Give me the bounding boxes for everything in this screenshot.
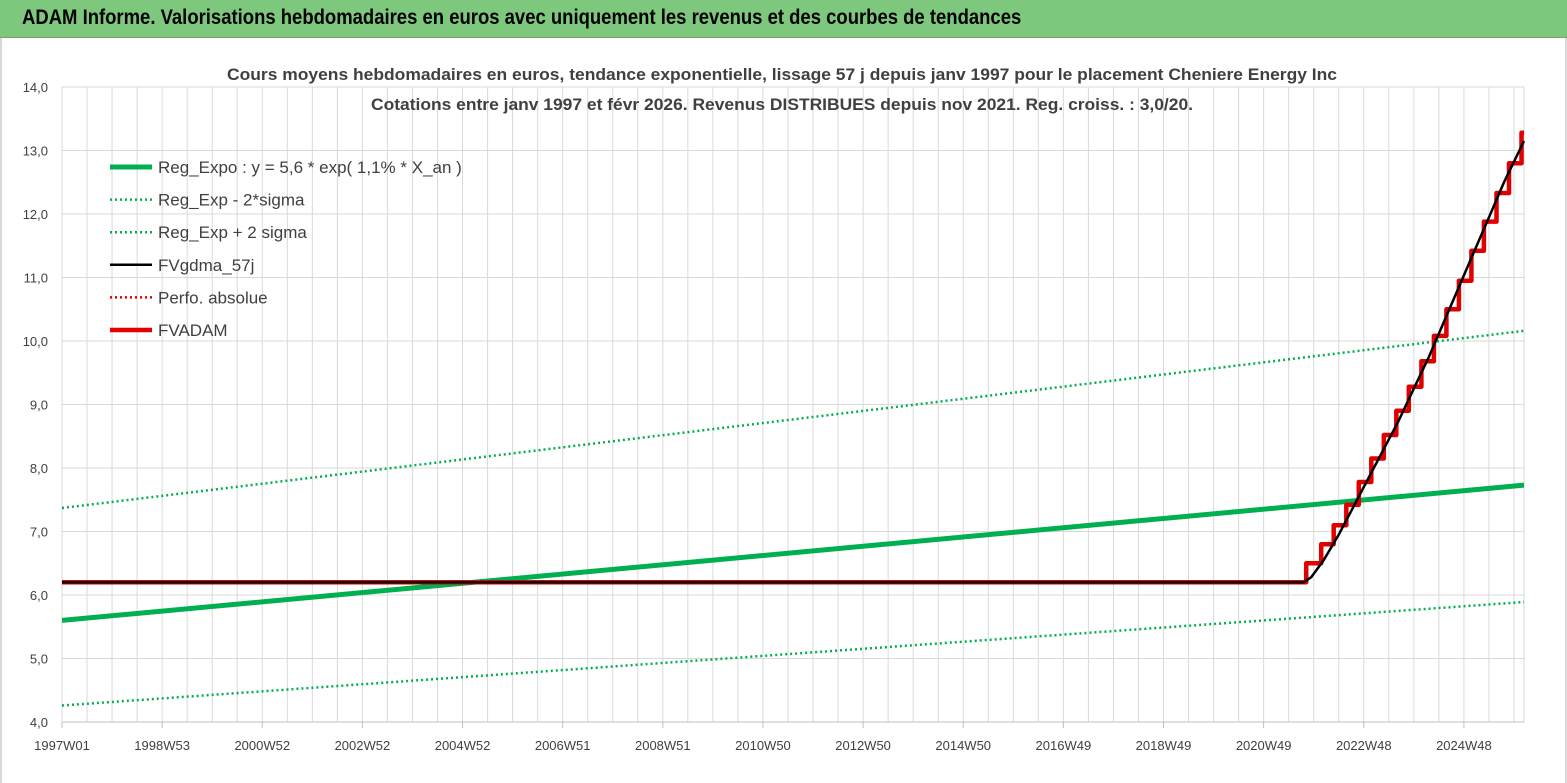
- series-line-3: [62, 140, 1526, 584]
- x-tick-label: 2008W51: [635, 738, 691, 753]
- x-tick-label: 2010W50: [735, 738, 791, 753]
- x-tick-label: 2022W48: [1336, 738, 1392, 753]
- x-tick-label: 1998W53: [134, 738, 190, 753]
- legend-label-0: Reg_Expo : y = 5,6 * exp( 1,1% * X_an ): [158, 158, 462, 177]
- y-tick-label: 5,0: [30, 652, 48, 667]
- x-tick-label: 2012W50: [835, 738, 891, 753]
- report-title: ADAM Informe. Valorisations hebdomadaire…: [22, 6, 1022, 29]
- x-tick-label: 2006W51: [535, 738, 591, 753]
- y-tick-label: 4,0: [30, 715, 48, 730]
- x-tick-label: 2004W52: [435, 738, 491, 753]
- legend-label-5: FVADAM: [158, 321, 228, 340]
- series: [61, 130, 1526, 707]
- legend-label-2: Reg_Exp + 2 sigma: [158, 223, 307, 242]
- x-tick-label: 1997W01: [34, 738, 90, 753]
- legend: Reg_Expo : y = 5,6 * exp( 1,1% * X_an ) R…: [110, 158, 462, 340]
- chart-title-line1: Cours moyens hebdomadaires en euros, ten…: [227, 65, 1337, 84]
- series-line-1: [61, 600, 1525, 707]
- gridlines: [61, 86, 1525, 723]
- series-line-2: [61, 329, 1525, 510]
- x-tick-label: 2014W50: [935, 738, 991, 753]
- report-title-bar: ADAM Informe. Valorisations hebdomadaire…: [0, 0, 1567, 38]
- y-tick-label: 14,0: [23, 80, 48, 95]
- y-tick-label: 12,0: [23, 207, 48, 222]
- x-tick-label: 2016W49: [1036, 738, 1092, 753]
- chart-svg: 4,0 5,0 6,0 7,0 8,0 9,0 10,0 11,0 12,0 13,0 14,0 19…: [23, 65, 1526, 753]
- x-tick-label: 2020W49: [1236, 738, 1292, 753]
- chart-area: 4,0 5,0 6,0 7,0 8,0 9,0 10,0 11,0 12,0 13,0 14,0 19…: [0, 38, 1567, 783]
- y-tick-label: 6,0: [30, 588, 48, 603]
- x-tick-label: 2002W52: [335, 738, 391, 753]
- x-tick-label: 2000W52: [234, 738, 290, 753]
- y-tick-label: 9,0: [30, 398, 48, 413]
- y-tick-label: 13,0: [23, 144, 48, 159]
- y-tick-label: 7,0: [30, 525, 48, 540]
- series-line-0: [61, 482, 1525, 623]
- legend-label-3: FVgdma_57j: [158, 256, 254, 275]
- y-tick-label: 11,0: [24, 271, 48, 286]
- axes: 4,0 5,0 6,0 7,0 8,0 9,0 10,0 11,0 12,0 13,0 14,0 19…: [23, 80, 1524, 753]
- legend-label-4: Perfo. absolue: [158, 288, 268, 307]
- x-tick-label: 2018W49: [1136, 738, 1192, 753]
- y-tick-label: 10,0: [23, 334, 48, 349]
- legend-label-1: Reg_Exp - 2*sigma: [158, 191, 305, 210]
- chart-title-line2: Cotations entre janv 1997 et févr 2026. …: [371, 95, 1193, 114]
- y-tick-label: 8,0: [30, 461, 48, 476]
- x-tick-label: 2024W48: [1436, 738, 1492, 753]
